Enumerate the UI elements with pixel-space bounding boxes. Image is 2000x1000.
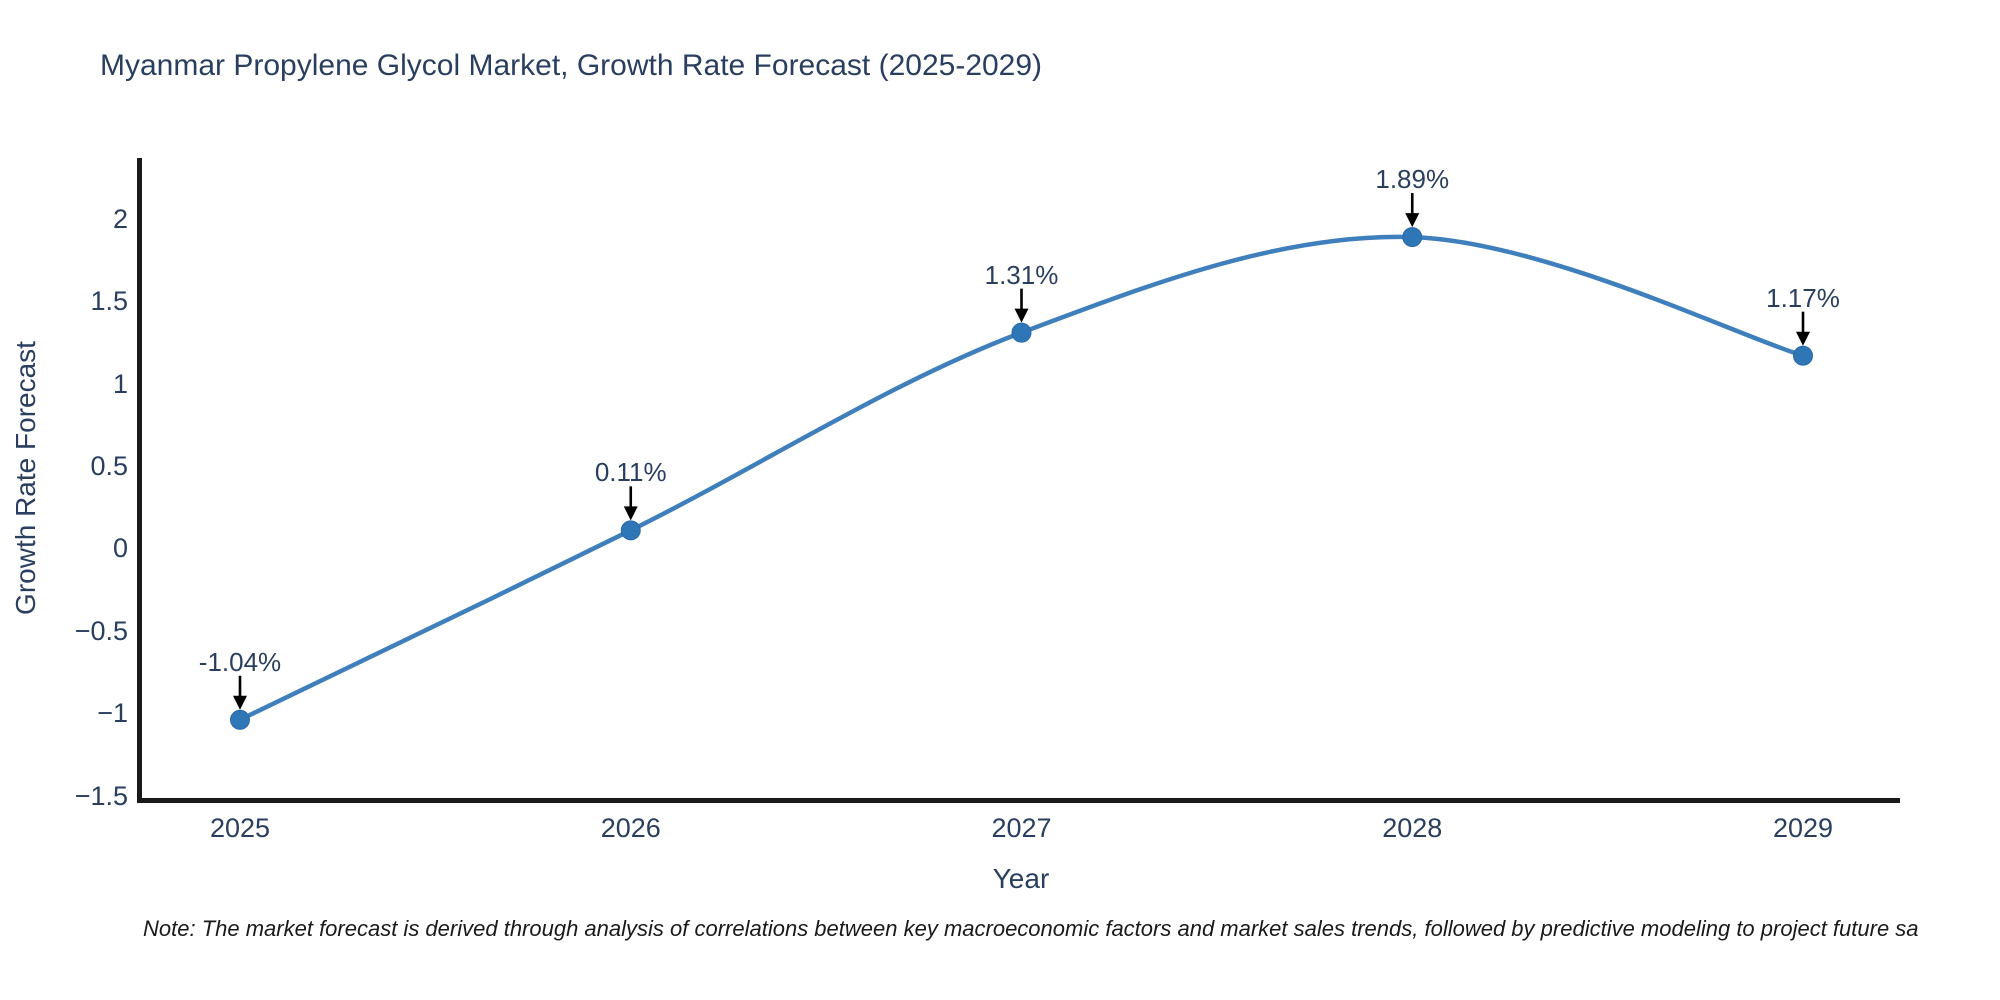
point-annotation: 1.89%	[1375, 164, 1450, 195]
y-tick-label: 2	[112, 203, 128, 234]
x-tick-label: 2026	[600, 813, 661, 843]
x-tick-label: 2028	[1382, 813, 1443, 843]
data-point-2025[interactable]	[230, 709, 250, 730]
annotation-arrowhead-2029	[1796, 331, 1810, 346]
y-tick-label: 0	[112, 533, 128, 564]
y-tick-label: 1.5	[90, 286, 128, 317]
y-tick-label: 0.5	[90, 451, 128, 482]
data-point-2027[interactable]	[1011, 322, 1032, 343]
data-point-2028[interactable]	[1402, 227, 1423, 248]
annotation-arrowhead-2028	[1405, 213, 1420, 228]
y-tick-label: −0.5	[74, 615, 128, 646]
point-annotation: 1.31%	[984, 259, 1059, 290]
y-tick-label: 1	[112, 368, 128, 399]
data-point-2029[interactable]	[1793, 345, 1813, 366]
y-tick-label: −1.5	[74, 780, 128, 811]
x-axis-title: Year	[992, 863, 1050, 894]
annotation-arrowhead-2027	[1014, 308, 1029, 323]
x-tick-label: 2029	[1772, 813, 1834, 843]
chart-title: Myanmar Propylene Glycol Market, Growth …	[100, 49, 1043, 82]
point-annotation: 0.11%	[594, 457, 667, 488]
x-tick-label: 2025	[209, 813, 271, 843]
annotation-arrowhead-2026	[623, 506, 638, 521]
y-tick-label: −1	[97, 698, 128, 729]
x-tick-label: 2027	[991, 813, 1052, 843]
data-point-2026[interactable]	[620, 520, 641, 541]
point-annotation: 1.17%	[1766, 282, 1840, 313]
footnote: Note: The market forecast is derived thr…	[143, 916, 1919, 941]
point-annotation: -1.04%	[198, 646, 282, 677]
annotation-arrowhead-2025	[233, 695, 247, 710]
